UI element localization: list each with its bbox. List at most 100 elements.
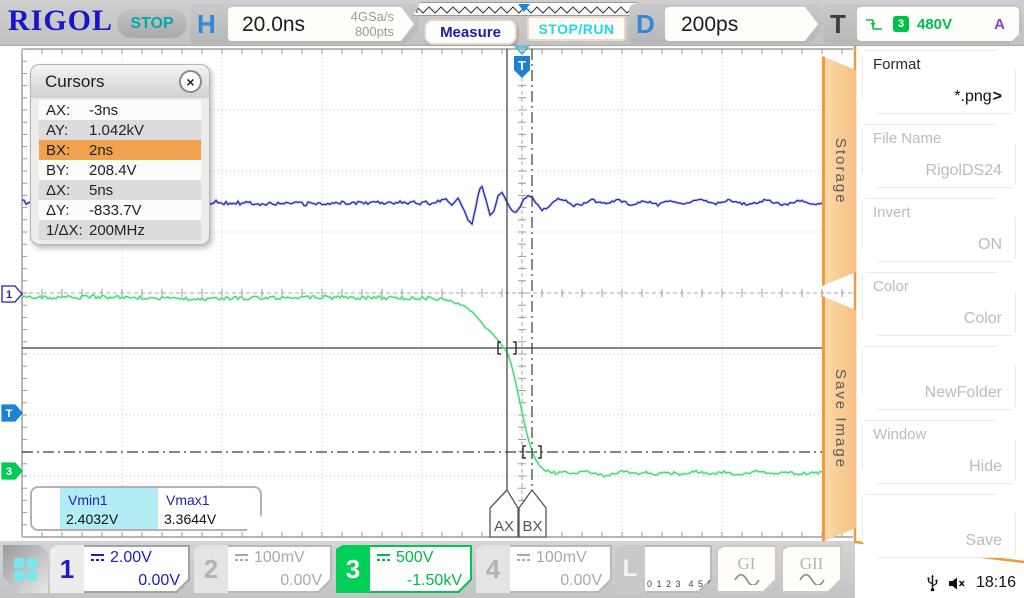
usb-icon <box>927 574 938 592</box>
svg-text:T: T <box>518 58 526 73</box>
menu-item-file-name[interactable]: File Name RigolDS24 <box>862 124 1016 188</box>
dc-coupling-icon <box>90 553 105 563</box>
menu-item-invert[interactable]: Invert ON <box>862 198 1016 262</box>
sine-wave-icon <box>733 574 761 585</box>
channel-3-number: 3 <box>336 545 370 593</box>
logic-label: L <box>615 545 645 593</box>
logic-channels-badge[interactable]: L 0 1 2 3 4 5 6 7 8 9 1011 12131415 <box>615 545 712 593</box>
menu-button[interactable] <box>3 545 48 593</box>
svg-text:T: T <box>6 408 13 420</box>
cursor-bracket <box>538 445 542 459</box>
cursor-row-dy[interactable]: ΔY: -833.7V <box>39 200 201 220</box>
waveform-graticule: T 1 T 3 AX BX <box>1 46 854 538</box>
cursors-panel[interactable]: Cursors × AX: -3ns AY: 1.042kV BX: 2ns BY: 2… <box>30 64 210 245</box>
sine-wave-icon <box>798 574 826 585</box>
channel-3-offset: -1.50kV <box>406 572 462 589</box>
generator-2-label: GII <box>799 553 824 573</box>
dc-coupling-icon <box>234 553 249 563</box>
trigger-source-channel: 3 <box>893 16 909 32</box>
status-area: 18:16 <box>926 574 1016 592</box>
falling-edge-icon <box>865 17 883 32</box>
trigger-position-arrow-icon[interactable] <box>514 46 530 56</box>
cursor-row-dx[interactable]: ΔX: 5ns <box>39 180 201 200</box>
dc-coupling-icon <box>376 553 391 563</box>
delay-panel: 200ps <box>665 7 818 41</box>
trigger-level-marker[interactable]: T <box>1 404 23 422</box>
tab-storage[interactable]: Storage <box>822 56 856 286</box>
cursor-bx-flag[interactable]: BX <box>518 488 547 538</box>
dc-coupling-icon <box>516 553 531 563</box>
rigol-logo: RIGOL <box>8 4 114 37</box>
tab-save-image[interactable]: Save Image <box>822 296 856 542</box>
memory-waveform-icon <box>414 3 636 16</box>
menu-item-format[interactable]: Format *.png> <box>862 50 1016 114</box>
svg-text:3: 3 <box>6 466 12 478</box>
run-state-indicator: STOP <box>117 9 187 38</box>
trigger-sweep-mode: A <box>994 15 1005 33</box>
channel-1-position-marker[interactable]: 1 <box>1 285 23 303</box>
close-icon[interactable]: × <box>179 70 202 93</box>
cursor-row-by[interactable]: BY: 208.4V <box>39 160 201 180</box>
channel-4-scale: 100mV <box>536 549 587 566</box>
timebase-value: 20.0ns <box>242 13 306 36</box>
menu-item-window[interactable]: Window Hide <box>862 420 1016 484</box>
measurement-label[interactable]: Vmax1 <box>166 492 210 508</box>
trigger-level: 480V <box>917 15 953 33</box>
channel-2-offset: 0.00V <box>280 572 322 589</box>
menu-item-color[interactable]: Color Color <box>862 272 1016 336</box>
channel-2-number: 2 <box>194 545 228 593</box>
delay-badge[interactable]: D 200ps <box>629 4 822 44</box>
logic-channel-numbers: 0 1 2 3 4 5 6 7 8 9 1011 12131415 <box>647 579 724 589</box>
measurement-popup: Vmin1 2.4032V Vmax1 3.3644V <box>30 486 262 531</box>
delay-value: 200ps <box>681 13 739 36</box>
cursor-ax-flag[interactable]: AX <box>489 488 519 538</box>
memory-trigger-position-icon <box>518 4 530 12</box>
delay-label: D <box>636 9 655 39</box>
channel-1-badge[interactable]: 1 2.00V 0.00V <box>50 545 190 593</box>
trigger-panel: 3 480V A <box>857 7 1019 41</box>
cursor-row-bx[interactable]: BX: 2ns <box>39 140 201 160</box>
channel-2-badge[interactable]: 2 100mV 0.00V <box>194 545 332 593</box>
trigger-position-marker[interactable] <box>514 56 530 78</box>
generator-1-badge[interactable]: GI <box>716 545 777 593</box>
channel-3-position-marker[interactable]: 3 <box>1 462 23 480</box>
timebase-panel: 20.0ns 4GSa/s 800pts <box>228 7 414 41</box>
measurement-highlight <box>60 488 158 529</box>
trigger-label: T <box>830 9 846 39</box>
measurement-label[interactable]: Vmin1 <box>68 492 108 508</box>
channel-4-badge[interactable]: 4 100mV 0.00V <box>476 545 612 593</box>
bottom-bar: 1 2.00V 0.00V 2 100mV 0.00V 3 500V -1.50… <box>0 541 1024 598</box>
svg-text:1: 1 <box>6 289 12 301</box>
speaker-muted-icon <box>948 577 965 589</box>
horizontal-timebase-badge[interactable]: H 20.0ns 4GSa/s 800pts <box>190 4 418 44</box>
side-menu: Storage Save Image Format *.png> File Na… <box>822 46 1024 598</box>
horizontal-label: H <box>197 9 216 39</box>
channel-3-badge[interactable]: 3 500V -1.50kV <box>336 545 472 593</box>
measure-button[interactable]: Measure <box>424 19 517 45</box>
cursor-row-ay[interactable]: AY: 1.042kV <box>39 120 201 140</box>
memory-position-strip <box>413 2 637 16</box>
generator-1-label: GI <box>737 553 756 573</box>
channel-4-number: 4 <box>476 545 510 593</box>
cursor-row-inv-dx[interactable]: 1/ΔX: 200MHz <box>39 220 201 240</box>
cursors-panel-body: AX: -3ns AY: 1.042kV BX: 2ns BY: 208.4V ΔX: 5… <box>38 99 202 240</box>
clock: 18:16 <box>975 574 1016 591</box>
top-bar: RIGOL STOP H 20.0ns 4GSa/s 800pts Measur… <box>0 0 1024 46</box>
cursor-bracket <box>522 445 526 459</box>
channel-1-scale: 2.00V <box>110 549 152 566</box>
ch3-trace-halo <box>20 293 854 479</box>
cursor-bracket <box>497 341 501 355</box>
cursor-row-ax[interactable]: AX: -3ns <box>39 100 201 120</box>
stop-run-button[interactable]: STOP/RUN <box>527 16 626 41</box>
channel-4-offset: 0.00V <box>560 572 602 589</box>
cursor-bracket <box>513 341 517 355</box>
menu-grid-icon <box>14 558 37 581</box>
channel-1-number: 1 <box>50 545 84 593</box>
channel-2-scale: 100mV <box>254 549 305 566</box>
trigger-badge[interactable]: T 3 480V A <box>823 4 1022 44</box>
svg-text:AX: AX <box>494 518 514 535</box>
menu-item-save[interactable]: Save <box>862 494 1016 558</box>
generator-2-badge[interactable]: GII <box>781 545 842 593</box>
sample-rate: 4GSa/s 800pts <box>350 9 394 39</box>
menu-item-new-folder[interactable]: NewFolder <box>862 346 1016 410</box>
